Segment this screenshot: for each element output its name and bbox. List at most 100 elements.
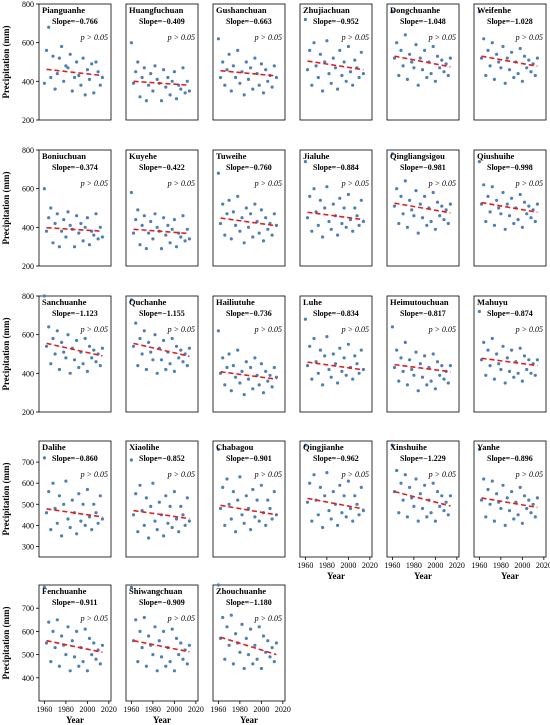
trend-line (46, 68, 103, 77)
data-point (495, 198, 499, 202)
data-point (92, 348, 96, 352)
slope-label: Slope=−1.028 (487, 17, 533, 26)
data-point (448, 494, 452, 498)
data-point (353, 354, 357, 358)
data-point (66, 210, 70, 214)
data-point (325, 185, 329, 189)
trend-line (481, 497, 538, 509)
panel-frame (386, 440, 460, 558)
data-point (221, 615, 225, 620)
data-point (231, 662, 235, 666)
data-point (329, 227, 333, 231)
data-point (392, 204, 397, 208)
x-tick-label: 1960 (297, 561, 313, 570)
data-point (231, 490, 235, 494)
data-point (497, 60, 501, 64)
data-point (423, 483, 427, 487)
data-point (492, 519, 496, 523)
data-point (516, 371, 520, 375)
data-point (418, 56, 422, 60)
data-point (251, 87, 255, 91)
data-point (392, 56, 397, 60)
data-point (338, 196, 342, 200)
panel-dalihe: Dalihe Slope=−0.860 p > 0.05 300 400 500 600 70… (1, 440, 112, 558)
data-point (83, 93, 87, 97)
data-point (522, 200, 527, 204)
panel-frame (125, 440, 199, 558)
x-tick-label: 2000 (79, 705, 95, 714)
data-point (92, 641, 96, 645)
slope-label: Slope=−0.901 (226, 454, 272, 463)
data-point (359, 485, 363, 489)
data-point (94, 212, 98, 216)
data-point (255, 498, 259, 502)
data-point (68, 52, 72, 56)
data-point (431, 44, 435, 49)
data-point (98, 494, 102, 498)
data-point (151, 237, 155, 241)
data-point (264, 68, 268, 72)
data-point (181, 657, 185, 661)
slope-label: Slope=−0.952 (313, 17, 359, 26)
y-tick-label: 700 (22, 458, 34, 467)
data-point (346, 479, 350, 483)
data-point (162, 534, 166, 538)
data-point (147, 83, 151, 87)
panel-gushanchuan: Gushanchuan Slope=−0.663 p > 0.05 (212, 3, 286, 121)
data-point (331, 352, 335, 356)
data-point (164, 85, 168, 89)
data-point (153, 212, 157, 216)
trend-line (481, 201, 538, 214)
data-point (81, 239, 85, 243)
data-point (138, 243, 142, 247)
data-point (488, 502, 492, 506)
slope-label: Slope=−0.766 (52, 17, 98, 26)
x-axis-label: Year (327, 571, 345, 581)
trend-line (133, 342, 190, 358)
trend-line (481, 55, 538, 68)
data-point (323, 354, 327, 358)
data-point (438, 66, 442, 70)
data-point (420, 506, 425, 511)
data-point (229, 89, 233, 93)
panel-frame (38, 440, 112, 558)
data-point (321, 383, 325, 387)
data-point (310, 83, 314, 87)
trend-line (220, 504, 277, 516)
panel-title: Dongchuanhe (390, 5, 440, 15)
data-point (533, 219, 537, 224)
data-point (327, 367, 331, 372)
data-point (170, 79, 174, 83)
panel-pianguanhe: Pianguanhe Slope=−0.766 p > 0.05 200 400 600 8… (1, 0, 112, 125)
y-tick-label: 500 (22, 651, 34, 660)
data-point (535, 202, 540, 206)
data-point (83, 523, 87, 528)
data-point (223, 233, 227, 237)
data-point (53, 506, 57, 511)
trend-line (220, 217, 277, 227)
data-point (147, 634, 151, 638)
data-point (479, 498, 484, 502)
p-value-label: p > 0.05 (80, 179, 108, 188)
p-value-label: p > 0.05 (254, 470, 282, 479)
data-point (257, 83, 261, 87)
data-point (253, 515, 257, 519)
panel-title: Heimutouchuan (390, 297, 449, 307)
data-point (359, 198, 363, 202)
panel-xiaolihe: Xiaolihe Slope=−0.852 p > 0.05 (125, 440, 199, 558)
data-point (149, 504, 153, 508)
data-point (90, 356, 94, 360)
data-point (155, 225, 159, 229)
trend-line (133, 80, 190, 86)
trend-line (220, 636, 277, 656)
slope-label: Slope=−0.374 (52, 163, 98, 172)
data-point (70, 639, 74, 643)
data-point (329, 81, 333, 85)
x-tick-label: 1980 (406, 561, 422, 570)
data-point (136, 530, 140, 534)
data-point (357, 75, 361, 80)
data-point (64, 653, 68, 657)
data-point (344, 373, 348, 377)
data-point (142, 523, 146, 528)
data-point (129, 190, 133, 195)
